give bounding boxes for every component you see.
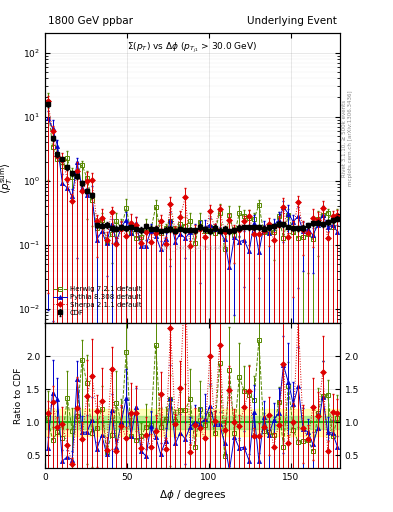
Pythia 8.308 default [129, 230, 134, 236]
Sherpa 2.1.1 default [232, 227, 237, 233]
Y-axis label: Ratio to CDF: Ratio to CDF [14, 368, 23, 424]
Herwig 7.2.1 default [119, 225, 124, 231]
Pythia 8.308 default [143, 243, 148, 249]
Pythia 8.308 default [335, 228, 340, 234]
Herwig 7.2.1 default [222, 246, 227, 252]
Text: $\Sigma(p_T)$ vs $\Delta\phi$ ($p_{T_{j1}}$ > 30.0 GeV): $\Sigma(p_T)$ vs $\Delta\phi$ ($p_{T_{j1… [127, 40, 258, 55]
Herwig 7.2.1 default [335, 214, 340, 220]
Sherpa 2.1.1 default [139, 240, 143, 246]
Text: Rivet 3.1.10, ≥ 500k events: Rivet 3.1.10, ≥ 500k events [342, 100, 346, 177]
Sherpa 2.1.1 default [129, 220, 134, 226]
Pythia 8.308 default [119, 224, 124, 230]
Herwig 7.2.1 default [139, 233, 143, 240]
Sherpa 2.1.1 default [119, 226, 124, 232]
Text: Underlying Event: Underlying Event [247, 16, 337, 26]
Sherpa 2.1.1 default [143, 229, 148, 235]
Line: Herwig 7.2.1 default: Herwig 7.2.1 default [46, 100, 340, 251]
Herwig 7.2.1 default [129, 230, 134, 237]
Text: mcplots.cern.ch [arXiv:1306.3436]: mcplots.cern.ch [arXiv:1306.3436] [349, 91, 353, 186]
Pythia 8.308 default [227, 264, 232, 270]
Pythia 8.308 default [139, 243, 143, 249]
Y-axis label: $\langle p_T^{\rm sum}\rangle$: $\langle p_T^{\rm sum}\rangle$ [0, 162, 15, 195]
Line: Pythia 8.308 default: Pythia 8.308 default [46, 116, 340, 269]
Text: CDF_2001_S4751449: CDF_2001_S4751449 [160, 245, 226, 251]
Legend: Herwig 7.2.1 default, Pythia 8.308 default, Sherpa 2.1.1 default, CDF: Herwig 7.2.1 default, Pythia 8.308 defau… [50, 284, 144, 318]
Herwig 7.2.1 default [232, 232, 237, 238]
Sherpa 2.1.1 default [335, 211, 340, 218]
X-axis label: $\Delta\phi$ / degrees: $\Delta\phi$ / degrees [159, 488, 226, 502]
Herwig 7.2.1 default [45, 99, 50, 105]
Sherpa 2.1.1 default [188, 243, 193, 249]
Pythia 8.308 default [45, 115, 50, 121]
Herwig 7.2.1 default [143, 225, 148, 231]
Pythia 8.308 default [232, 234, 237, 241]
Herwig 7.2.1 default [94, 225, 99, 231]
Pythia 8.308 default [94, 237, 99, 243]
Text: 1800 GeV ppbar: 1800 GeV ppbar [48, 16, 133, 26]
Sherpa 2.1.1 default [45, 97, 50, 103]
Line: Sherpa 2.1.1 default: Sherpa 2.1.1 default [46, 98, 340, 248]
Sherpa 2.1.1 default [94, 218, 99, 224]
